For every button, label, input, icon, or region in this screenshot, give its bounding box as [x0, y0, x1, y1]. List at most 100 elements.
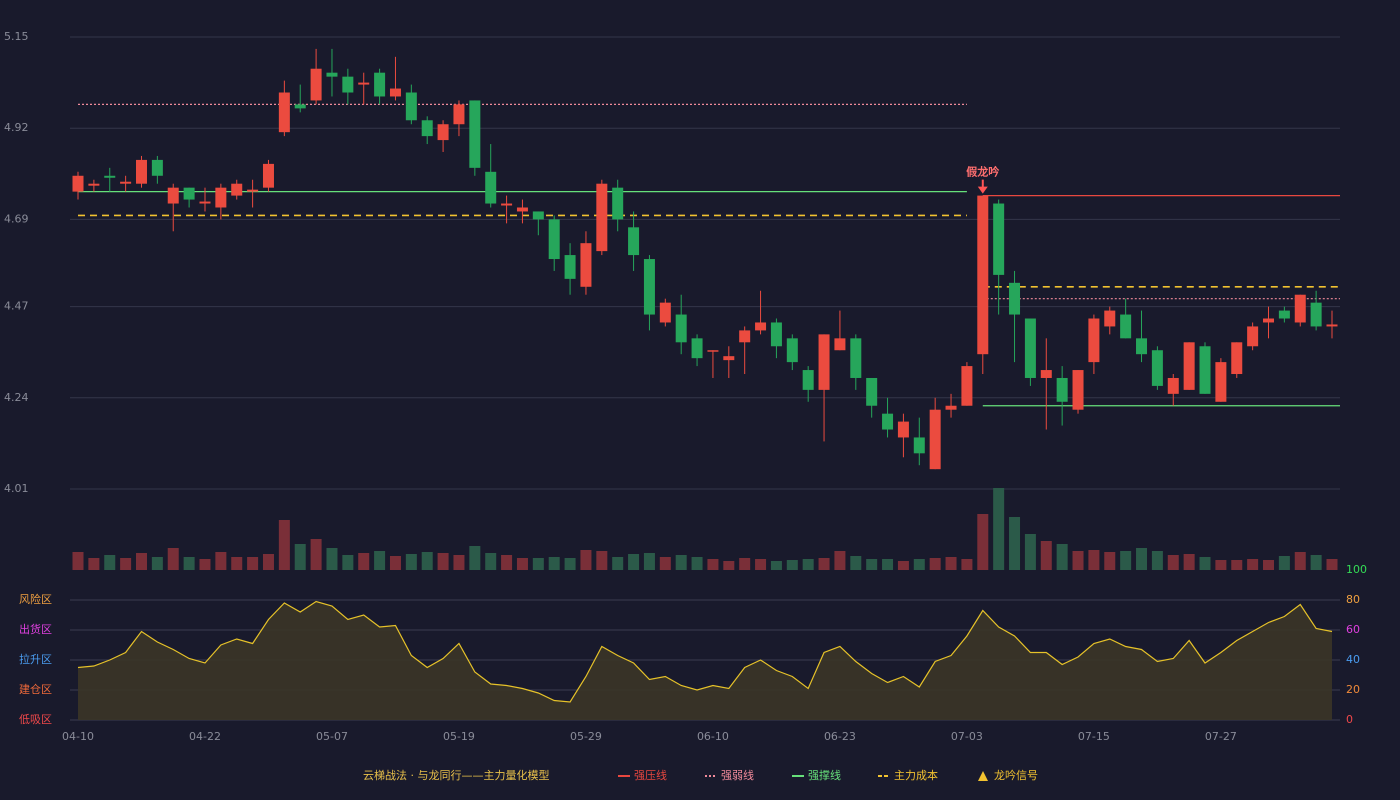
candle-body: [1056, 377, 1068, 402]
indicator-tick-label: 20: [1346, 683, 1360, 696]
candle-body: [294, 104, 306, 109]
legend-label: 主力成本: [894, 768, 938, 782]
x-tick-label: 06-10: [697, 730, 729, 743]
candle-body: [262, 163, 274, 188]
x-tick-label: 07-27: [1205, 730, 1237, 743]
volume-bar: [1040, 541, 1052, 570]
candle-body: [882, 413, 894, 430]
volume-bar: [516, 558, 528, 570]
volume-bar: [643, 553, 655, 570]
candle-body: [564, 255, 576, 279]
indicator-tick-label: 100: [1346, 563, 1367, 576]
candle-body: [802, 370, 814, 390]
candle-body: [866, 377, 878, 406]
candle-body: [215, 187, 227, 208]
volume-bar: [88, 558, 100, 570]
x-tick-label: 05-07: [316, 730, 348, 743]
zone-label: 建仓区: [19, 682, 52, 696]
candle-body: [1199, 346, 1211, 394]
volume-bar: [993, 488, 1005, 570]
indicator-area: [78, 601, 1332, 720]
volume-bar: [1056, 544, 1068, 570]
candle-body: [1215, 362, 1227, 402]
zone-label: 风险区: [19, 592, 52, 606]
candle-body: [643, 259, 655, 315]
candle-body: [929, 409, 941, 470]
candle-body: [469, 100, 481, 168]
volume-bar: [151, 557, 163, 570]
volume-bar: [1263, 560, 1275, 570]
volume-bar: [1167, 555, 1179, 570]
volume-bar: [770, 561, 782, 570]
y-tick-label: 4.24: [4, 391, 29, 404]
candle-body: [834, 338, 846, 351]
volume-bar: [691, 557, 703, 570]
candle-body: [755, 322, 767, 331]
candle-body: [659, 302, 671, 323]
volume-bar: [675, 555, 687, 570]
volume-bar: [548, 557, 560, 570]
volume-bar: [247, 557, 259, 570]
annotation: 假龙吟: [966, 165, 999, 179]
volume-bar: [945, 557, 957, 570]
candle-body: [580, 243, 592, 287]
volume-bar: [135, 553, 147, 570]
volume-bar: [405, 554, 417, 570]
candle-body: [485, 171, 497, 204]
candle-body: [247, 189, 259, 192]
legend-label: 强压线: [634, 768, 667, 782]
candle-body: [1247, 326, 1259, 347]
volume-bar: [231, 557, 243, 570]
volume-bar: [1294, 552, 1306, 570]
candle-body: [516, 207, 528, 212]
x-tick-label: 04-22: [189, 730, 221, 743]
candle-body: [1183, 342, 1195, 390]
y-tick-label: 4.69: [4, 212, 29, 225]
volume-bar: [723, 561, 735, 570]
zone-label: 拉升区: [19, 652, 52, 666]
candle-body: [707, 350, 719, 352]
candle-body: [326, 72, 338, 77]
legend-label: 强撑线: [808, 768, 841, 782]
candle-body: [358, 82, 370, 85]
x-tick-label: 06-23: [824, 730, 856, 743]
candle-body: [1024, 318, 1036, 378]
volume-bar: [755, 559, 767, 570]
volume-bar: [278, 520, 290, 570]
x-tick-label: 07-15: [1078, 730, 1110, 743]
candle-body: [691, 338, 703, 359]
candle-body: [1151, 350, 1163, 386]
volume-bar: [1151, 551, 1163, 570]
candle-body: [532, 211, 544, 220]
volume-bar: [739, 558, 751, 570]
volume-bar: [469, 546, 481, 570]
x-tick-label: 05-29: [570, 730, 602, 743]
zone-label: 出货区: [19, 622, 52, 636]
volume-bar: [294, 544, 306, 570]
legend-label: 龙吟信号: [994, 768, 1038, 782]
candle-body: [897, 421, 909, 438]
volume-bar: [802, 559, 814, 570]
volume-bar: [834, 551, 846, 570]
volume-bar: [421, 552, 433, 570]
volume-bar: [342, 555, 354, 570]
volume-bar: [1024, 534, 1036, 570]
candle-body: [231, 183, 243, 196]
indicator-line: [77, 600, 1333, 703]
volume-bar: [453, 555, 465, 570]
volume-bar: [1088, 550, 1100, 570]
candle-body: [72, 175, 84, 192]
candle-body: [675, 314, 687, 343]
volume-bar: [866, 559, 878, 570]
indicator-tick-label: 60: [1346, 623, 1360, 636]
candle-body: [1326, 324, 1338, 327]
indicator-tick-label: 0: [1346, 713, 1353, 726]
candle-body: [548, 219, 560, 260]
volume-bar: [1199, 557, 1211, 570]
volume-bar: [358, 553, 370, 570]
candle-body: [342, 76, 354, 93]
candle-body: [1072, 370, 1084, 410]
volume-bar: [326, 548, 338, 570]
volume-bar: [1310, 555, 1322, 570]
